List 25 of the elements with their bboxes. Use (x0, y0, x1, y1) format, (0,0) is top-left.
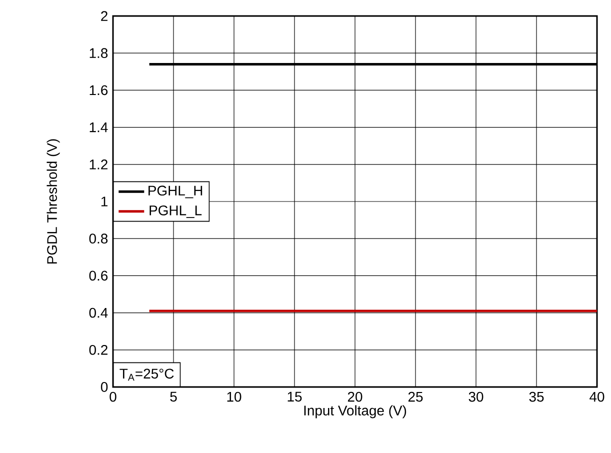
y-tick-label: 0.8 (89, 234, 108, 244)
legend-label: PGHL_L (150, 205, 202, 218)
y-tick-label: 0 (100, 382, 108, 392)
y-tick-label: 1.4 (90, 122, 108, 132)
annotation: T$_{A}$=25°C (120, 368, 174, 381)
y-tick-label: 1.2 (90, 160, 108, 170)
x-tick-label: 5 (170, 392, 177, 402)
x-axis-title: Input Voltage (V) (304, 405, 406, 418)
x-tick-label: 20 (348, 392, 362, 402)
x-tick-label: 0 (110, 392, 116, 402)
y-tick-label: 0.2 (89, 344, 108, 355)
y-tick-label: 2 (101, 11, 108, 21)
y-tick-label: 0.6 (89, 270, 108, 281)
y-axis-title: PGDL Threshold (V) (46, 139, 60, 264)
x-tick-label: 35 (529, 392, 544, 402)
y-tick-label: 0.4 (89, 308, 108, 318)
x-tick-label: 10 (227, 392, 242, 402)
x-tick-label: 30 (468, 392, 484, 402)
legend-label: PGHL_H (148, 186, 202, 198)
x-tick-label: 25 (408, 392, 423, 402)
y-tick-label: 1 (101, 196, 108, 206)
x-tick-label: 15 (288, 392, 302, 402)
x-tick-label: 40 (590, 392, 604, 402)
y-tick-label: 1.6 (90, 85, 108, 96)
y-tick-label: 1.8 (90, 48, 108, 58)
